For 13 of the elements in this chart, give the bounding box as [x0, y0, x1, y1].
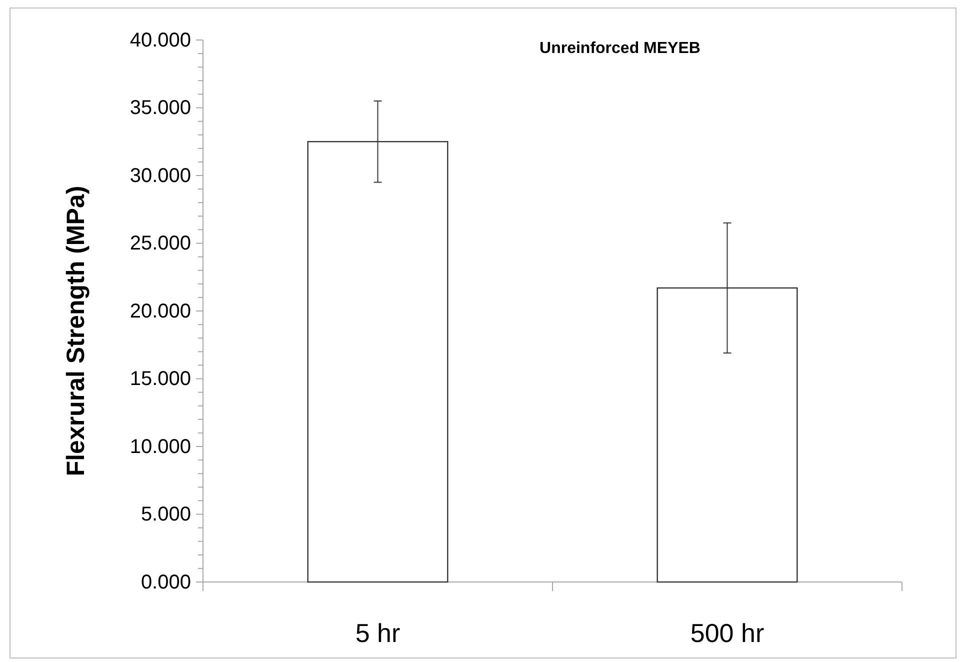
y-tick-label: 40.000 [130, 29, 191, 52]
y-tick-label: 30.000 [130, 164, 191, 187]
chart-title: Unreinforced MEYEB [540, 40, 700, 57]
y-tick-label: 0.000 [140, 571, 191, 594]
y-tick-label: 25.000 [130, 232, 191, 255]
x-tick-label: 500 hr [690, 618, 764, 648]
y-tick-label: 10.000 [130, 436, 191, 458]
y-tick-label: 35.000 [130, 97, 191, 120]
y-tick-label: 15.000 [130, 368, 191, 390]
x-tick-label: 5 hr [355, 618, 400, 648]
y-tick-label: 5.000 [140, 504, 191, 526]
y-tick-label: 20.000 [130, 300, 191, 322]
y-axis-title: Flexrural Strength (MPa) [62, 186, 90, 476]
